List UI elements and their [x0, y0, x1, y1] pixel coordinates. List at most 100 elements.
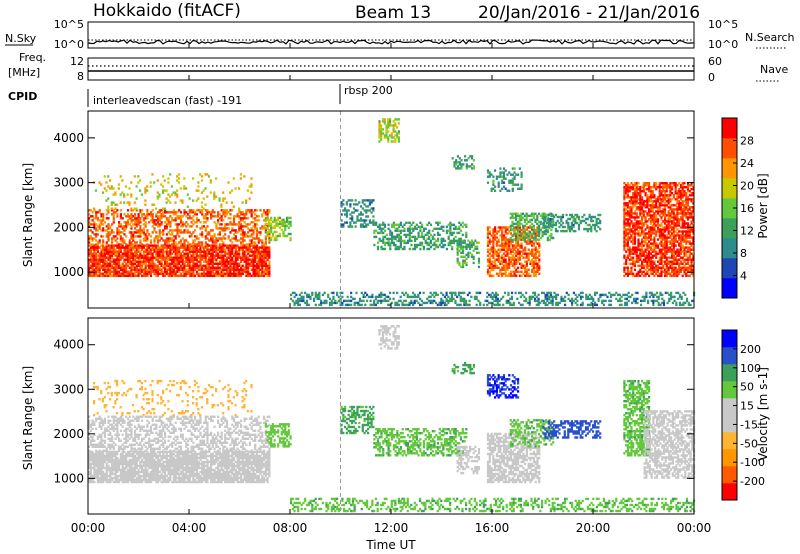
heatmap-cell: [254, 258, 257, 261]
heatmap-cell: [188, 250, 191, 253]
heatmap-cell: [518, 246, 521, 249]
heatmap-cell: [415, 245, 418, 249]
heatmap-cell: [130, 256, 133, 259]
heatmap-cell: [553, 215, 556, 219]
heatmap-cell: [257, 219, 260, 222]
heatmap-cell: [665, 260, 668, 263]
heatmap-cell: [241, 213, 244, 216]
heatmap-cell: [351, 219, 354, 222]
heatmap-cell: [164, 264, 167, 268]
heatmap-cell: [259, 246, 262, 249]
heatmap-cell: [567, 221, 570, 225]
heatmap-cell: [123, 225, 126, 228]
heatmap-cell: [669, 242, 672, 245]
heatmap-cell: [522, 230, 525, 233]
heatmap-cell: [174, 258, 177, 261]
heatmap-cell: [257, 264, 260, 268]
cpid-segment-2: rbsp 200: [344, 84, 393, 97]
heatmap-cell: [440, 227, 443, 231]
heatmap-cell: [211, 266, 214, 270]
heatmap-cell: [107, 207, 110, 210]
heatmap-cell: [187, 241, 190, 244]
heatmap-cell: [349, 205, 352, 208]
heatmap-cell: [458, 237, 461, 241]
heatmap-cell: [232, 244, 236, 247]
heatmap-cell: [398, 225, 401, 229]
heatmap-cell: [202, 221, 206, 224]
heatmap-cell: [669, 194, 672, 197]
heatmap-cell: [630, 186, 633, 189]
heatmap-cell: [508, 238, 511, 241]
heatmap-cell: [158, 262, 161, 266]
heatmap-cell: [114, 258, 117, 261]
heatmap-cell: [424, 227, 427, 231]
heatmap-cell: [103, 266, 107, 270]
heatmap-cell: [658, 266, 661, 270]
heatmap-cell: [194, 213, 197, 216]
heatmap-cell: [268, 272, 271, 276]
heatmap-cell: [429, 239, 433, 243]
heatmap-cell: [148, 268, 151, 272]
heatmap-cell: [421, 233, 424, 237]
heatmap-cell: [245, 201, 248, 204]
heatmap-cell: [213, 250, 216, 253]
heatmap-cell: [515, 232, 518, 236]
heatmap-cell: [188, 235, 191, 238]
heatmap-cell: [658, 194, 661, 197]
heatmap-cell: [517, 248, 520, 251]
heatmap-cell: [651, 268, 654, 272]
heatmap-cell: [653, 244, 656, 247]
heatmap-cell: [222, 191, 225, 194]
heatmap-cell: [257, 254, 260, 257]
heatmap-cell: [95, 235, 98, 238]
heatmap-cell: [581, 215, 584, 219]
heatmap-cell: [531, 262, 534, 266]
heatmap-cell: [222, 209, 225, 212]
heatmap-cell: [107, 197, 110, 200]
heatmap-cell: [172, 260, 175, 263]
heatmap-cell: [515, 270, 518, 274]
heatmap-cell: [178, 262, 181, 266]
heatmap-cell: [183, 254, 186, 257]
heatmap-cell: [210, 258, 213, 261]
heatmap-cell: [171, 237, 174, 240]
heatmap-cell: [149, 270, 153, 274]
heatmap-cell: [376, 241, 380, 245]
heatmap-cell: [486, 226, 490, 229]
heatmap-cell: [264, 239, 267, 242]
heatmap-cell: [121, 268, 124, 272]
heatmap-cell: [667, 246, 670, 249]
heatmap-cell: [488, 258, 491, 261]
heatmap-cell: [415, 243, 418, 247]
heatmap-cell: [513, 260, 516, 263]
heatmap-cell: [532, 266, 536, 270]
heatmap-cell: [229, 248, 232, 251]
heatmap-cell: [197, 266, 200, 270]
heatmap-cell: [146, 209, 149, 212]
heatmap-cell: [398, 245, 401, 249]
heatmap-cell: [178, 217, 181, 220]
heatmap-cell: [641, 230, 644, 233]
heatmap-cell: [156, 217, 160, 220]
heatmap-cell: [399, 229, 402, 233]
heatmap-cell: [536, 230, 539, 233]
heatmap-cell: [522, 250, 525, 253]
heatmap-cell: [524, 256, 527, 259]
heatmap-cell: [284, 228, 287, 232]
heatmap-cell: [132, 215, 135, 218]
heatmap-cell: [257, 241, 260, 244]
heatmap-cell: [243, 233, 246, 236]
heatmap-cell: [217, 213, 220, 216]
heatmap-cell: [504, 228, 507, 231]
heatmap-cell: [89, 254, 92, 257]
heatmap-cell: [195, 225, 198, 228]
heatmap-cell: [486, 171, 490, 174]
heatmap-cell: [651, 256, 654, 259]
heatmap-cell: [463, 259, 466, 263]
heatmap-cell: [259, 264, 262, 268]
heatmap-cell: [408, 231, 411, 235]
heatmap-cell: [234, 258, 237, 261]
heatmap-cell: [135, 268, 138, 272]
heatmap-cell: [649, 222, 652, 225]
heatmap-cell: [456, 261, 459, 265]
